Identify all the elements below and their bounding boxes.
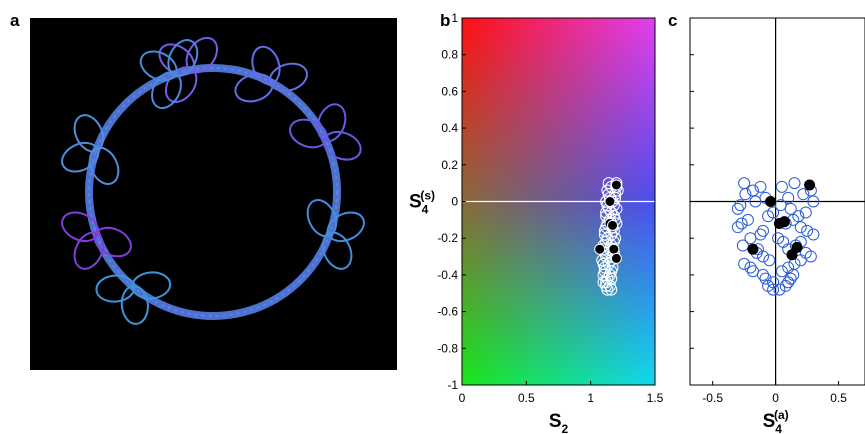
x-tick-label: 0 <box>772 391 779 405</box>
y-tick-label: -0.2 <box>437 231 458 245</box>
y-tick-label: 0 <box>451 195 458 209</box>
label-sub: 2 <box>562 422 569 434</box>
label-sub: 4 <box>775 422 782 434</box>
x-tick-label: -0.5 <box>702 391 723 405</box>
panel-label: c <box>668 11 677 30</box>
x-tick-label: 0.5 <box>830 391 847 405</box>
point <box>611 180 621 190</box>
point <box>748 244 758 254</box>
point <box>609 244 619 254</box>
label-sup: (s) <box>420 189 435 203</box>
point <box>608 220 618 230</box>
y-tick-label: 0.2 <box>441 158 458 172</box>
y-axis-label: S4(s) <box>409 189 435 217</box>
y-tick-label: 0.4 <box>441 121 458 135</box>
point <box>766 197 776 207</box>
y-tick-label: 0.8 <box>441 48 458 62</box>
point <box>611 253 621 263</box>
x-tick-label: 1 <box>587 391 594 405</box>
panel-label: a <box>10 11 20 30</box>
point <box>779 217 789 227</box>
label-sub: 4 <box>422 203 429 217</box>
point <box>605 197 615 207</box>
y-tick-label: 1 <box>451 11 458 25</box>
y-tick-label: -0.6 <box>437 305 458 319</box>
y-tick-label: -0.8 <box>437 341 458 355</box>
page: a -1 -0.8 -0.6 -0.4 -0.2 0 0.2 0.4 0.6 0.8 1 0 0.5 1 1.… <box>0 0 865 434</box>
label-sup: (a) <box>774 408 789 422</box>
point <box>787 250 797 260</box>
label-base: S <box>549 411 562 432</box>
point <box>595 244 605 254</box>
point <box>805 180 815 190</box>
x-tick-label: 1.5 <box>647 391 664 405</box>
figure: a -1 -0.8 -0.6 -0.4 -0.2 0 0.2 0.4 0.6 0.8 1 0 0.5 1 1.… <box>0 0 865 434</box>
x-axis-label: S2 <box>549 411 569 434</box>
panel-label: b <box>440 11 450 30</box>
x-tick-label: 0 <box>459 391 466 405</box>
y-tick-label: -1 <box>447 378 458 392</box>
y-tick-label: -0.4 <box>437 268 458 282</box>
x-axis-label: S4(a) <box>763 408 789 434</box>
y-tick-label: 0.6 <box>441 84 458 98</box>
x-tick-label: 0.5 <box>518 391 535 405</box>
